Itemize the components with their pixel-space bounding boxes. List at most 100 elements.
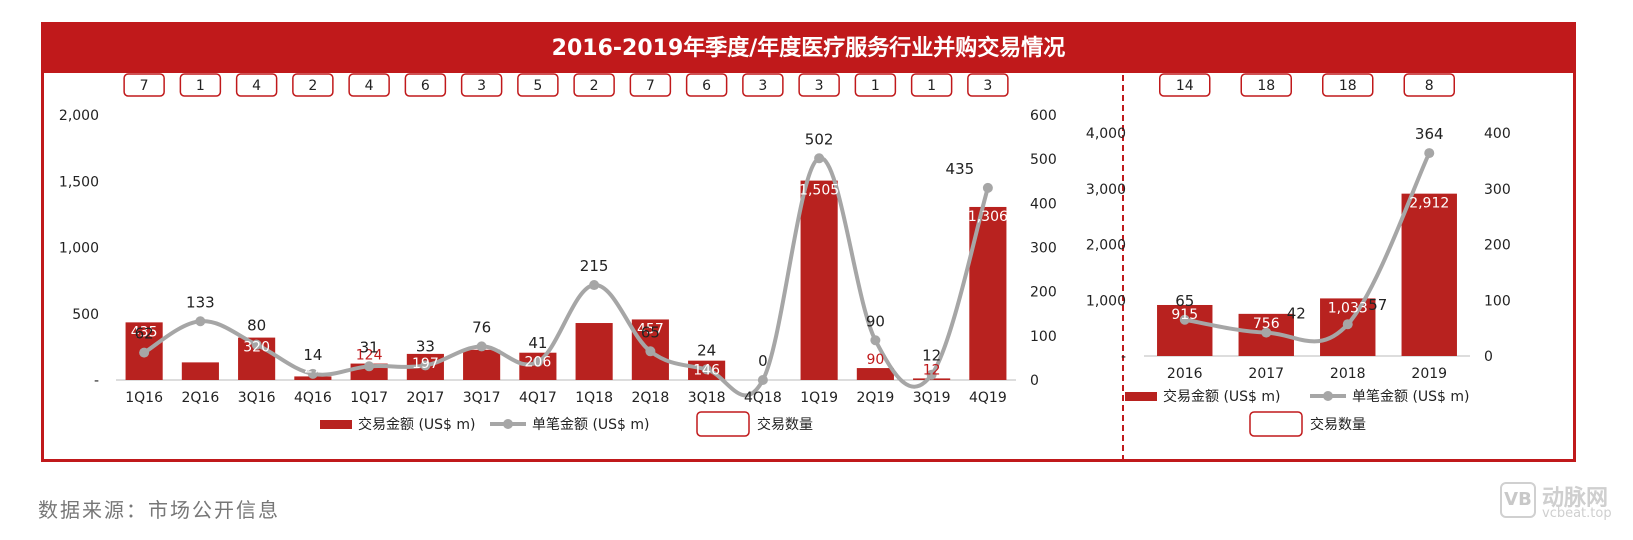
y-left-tick-label: 1,000 [1086, 293, 1126, 309]
bar-value-label: 197 [412, 356, 439, 372]
line-point [982, 182, 993, 193]
x-tick-label: 4Q18 [744, 390, 782, 406]
line-value-label: 90 [866, 312, 885, 330]
watermark-name: 动脉网 [1542, 486, 1609, 511]
line-point [701, 364, 712, 375]
deal-count-value: 14 [1176, 78, 1194, 94]
y-right-tick-label: 600 [1030, 108, 1057, 124]
x-tick-label: 2Q19 [857, 390, 895, 406]
line-point [195, 316, 206, 327]
bar-value-label: 146 [693, 363, 720, 379]
y-right-tick-label: 400 [1484, 126, 1511, 142]
deal-count-value: 6 [702, 78, 711, 94]
deal-count-box [179, 73, 222, 97]
x-tick-label: 3Q19 [913, 390, 951, 406]
deal-count-value: 1 [927, 78, 936, 94]
deal-count-box [910, 73, 953, 97]
deal-count-value: 2 [590, 78, 599, 94]
line-point [532, 356, 543, 367]
y-left-tick-label: 1,000 [59, 241, 99, 257]
line-value-label: 14 [303, 346, 322, 364]
watermark-logo-icon: VB [1500, 482, 1536, 518]
line-point [476, 341, 487, 352]
y-left-tick-label: 3,000 [1086, 182, 1126, 198]
y-right-tick-label: 400 [1030, 196, 1057, 212]
x-tick-label: 4Q19 [969, 390, 1007, 406]
line-value-label: 62 [135, 325, 154, 343]
bar [575, 323, 613, 380]
x-tick-label: 2017 [1248, 366, 1284, 382]
x-tick-label: 2016 [1167, 366, 1203, 382]
y-left-tick-label: 1,500 [59, 174, 99, 190]
line-value-label: 65 [1175, 292, 1194, 310]
line-value-label: 435 [946, 160, 975, 178]
x-tick-label: 4Q16 [294, 390, 332, 406]
line-value-label: 65 [641, 323, 660, 341]
line-value-label: 502 [805, 130, 834, 148]
legend-count-label: 交易数量 [757, 416, 813, 433]
deal-count-box [685, 73, 728, 97]
line-value-label: 24 [697, 341, 716, 359]
y-left-tick-label: - [94, 373, 99, 389]
legend-bar-swatch [1125, 392, 1157, 401]
deal-count-box [404, 73, 447, 97]
deal-count-value: 3 [477, 78, 486, 94]
chart-title: 2016-2019年季度/年度医疗服务行业并购交易情况 [44, 25, 1573, 73]
legend-line-marker [1323, 391, 1333, 401]
line-value-label: 57 [1368, 296, 1387, 314]
line-point [420, 360, 431, 371]
y-right-tick-label: 0 [1484, 349, 1493, 365]
bar-value-label: 133 [187, 346, 214, 362]
bar-value-label: 1,033 [1328, 300, 1368, 316]
deal-count-box [123, 73, 165, 97]
deal-count-value: 4 [365, 78, 374, 94]
legend-count-swatch [1249, 411, 1303, 437]
bar-value-label: 124 [356, 348, 383, 364]
bar-value-label: 2,912 [1409, 196, 1449, 212]
deal-count-value: 5 [533, 78, 542, 94]
deal-count-value: 7 [646, 78, 655, 94]
x-tick-label: 3Q18 [688, 390, 726, 406]
bar-value-label: 1,306 [968, 209, 1008, 225]
deal-count-value: 2 [308, 78, 317, 94]
bar [856, 368, 894, 380]
deal-count-value: 4 [252, 78, 261, 94]
line-point [364, 361, 375, 372]
deal-count-box [967, 73, 1009, 97]
legend-line-marker [503, 419, 513, 429]
x-tick-label: 2Q18 [632, 390, 670, 406]
deal-count-box [798, 73, 840, 97]
line-value-label: 133 [186, 293, 215, 311]
line-value-label: 0 [758, 352, 768, 370]
deal-count-box [742, 73, 784, 97]
y-right-tick-label: 200 [1030, 285, 1057, 301]
line-value-label: 364 [1415, 125, 1444, 143]
line-value-label: 80 [247, 317, 266, 335]
bar-value-label: 12 [923, 362, 941, 378]
line-point [1424, 148, 1435, 159]
deal-count-box [1403, 73, 1455, 97]
y-right-tick-label: 100 [1030, 329, 1057, 345]
y-right-tick-label: 200 [1484, 238, 1511, 254]
line-point [814, 153, 825, 164]
bar-value-label: 457 [637, 321, 664, 337]
deal-count-value: 7 [140, 78, 149, 94]
legend-bar-label: 交易金额 (US$ m) [1163, 388, 1281, 405]
deal-count-value: 3 [758, 78, 767, 94]
y-left-tick-label: 4,000 [1086, 126, 1126, 142]
y-left-tick-label: 500 [72, 307, 99, 323]
legend-bar-swatch [320, 420, 352, 429]
deal-count-box [460, 73, 503, 97]
bar [1157, 304, 1213, 356]
data-source-note: 数据来源：市场公开信息 [38, 498, 280, 522]
deal-count-value: 3 [983, 78, 992, 94]
line-point [1261, 327, 1272, 338]
deal-count-box [1240, 73, 1292, 97]
x-tick-label: 2019 [1411, 366, 1447, 382]
line-point [251, 339, 262, 350]
legend-count-swatch [696, 411, 750, 437]
x-tick-label: 2Q17 [407, 390, 445, 406]
legend-count-label: 交易数量 [1310, 416, 1366, 433]
line-point [307, 368, 318, 379]
deal-count-value: 18 [1339, 78, 1357, 94]
